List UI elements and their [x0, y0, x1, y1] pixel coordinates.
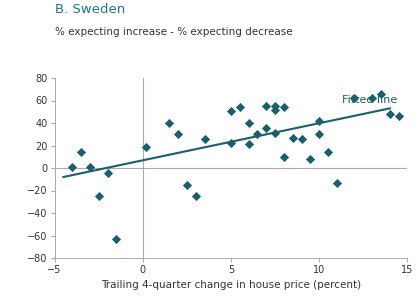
Point: [254, 132, 261, 137]
Point: [228, 141, 234, 146]
Point: [351, 96, 358, 100]
Point: [333, 180, 340, 185]
Point: [272, 131, 278, 136]
Point: [281, 154, 287, 159]
Point: [236, 105, 243, 110]
Point: [166, 121, 173, 125]
Point: [307, 157, 314, 161]
Point: [263, 125, 270, 130]
Point: [272, 104, 278, 109]
Point: [104, 170, 111, 175]
Point: [201, 136, 208, 141]
Point: [378, 91, 384, 96]
X-axis label: Trailing 4-quarter change in house price (percent): Trailing 4-quarter change in house price…: [101, 280, 361, 290]
Point: [69, 164, 76, 169]
Point: [298, 136, 305, 141]
Point: [87, 164, 93, 169]
Point: [113, 236, 120, 241]
Point: [184, 182, 190, 187]
Point: [245, 121, 252, 125]
Point: [245, 142, 252, 147]
Point: [192, 194, 199, 199]
Text: Fitted line: Fitted line: [342, 95, 397, 105]
Point: [281, 105, 287, 110]
Point: [369, 96, 375, 100]
Point: [316, 132, 323, 137]
Point: [325, 150, 331, 155]
Point: [143, 144, 150, 149]
Point: [272, 107, 278, 112]
Point: [78, 150, 84, 155]
Text: % expecting increase - % expecting decrease: % expecting increase - % expecting decre…: [55, 27, 292, 37]
Point: [175, 132, 181, 137]
Point: [228, 108, 234, 113]
Point: [386, 112, 393, 116]
Text: B. Sweden: B. Sweden: [55, 3, 125, 16]
Point: [316, 118, 323, 123]
Point: [289, 135, 296, 140]
Point: [95, 194, 102, 199]
Point: [395, 114, 402, 118]
Point: [263, 104, 270, 109]
